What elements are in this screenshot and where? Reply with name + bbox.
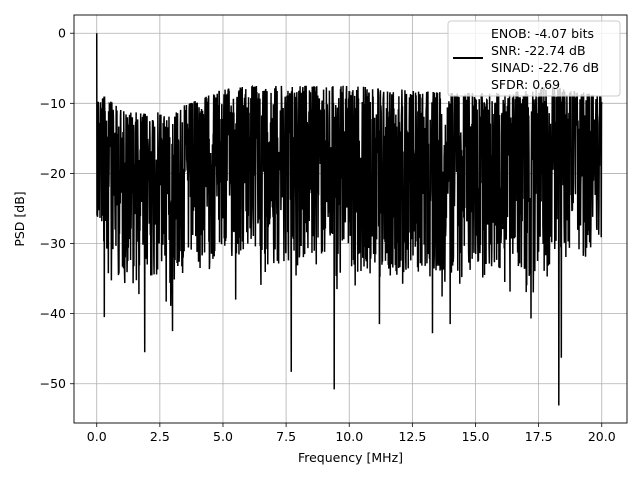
y-tick-label: −30	[40, 236, 66, 251]
legend-sinad: SINAD: -22.76 dB	[491, 60, 599, 75]
legend-snr: SNR: -22.74 dB	[491, 43, 586, 58]
x-tick-label: 12.5	[398, 429, 426, 444]
legend-enob: ENOB: -4.07 bits	[491, 26, 594, 41]
plot-frame	[73, 14, 628, 424]
x-tick-label: 5.0	[213, 429, 233, 444]
y-tick-label: −40	[40, 306, 66, 321]
x-tick-label: 0.0	[87, 429, 107, 444]
x-tick-label: 2.5	[150, 429, 170, 444]
y-tick-label: −20	[40, 166, 66, 181]
legend-sfdr: SFDR: 0.69	[491, 77, 560, 92]
x-tick-label: 17.5	[525, 429, 553, 444]
y-axis-label: PSD [dB]	[12, 191, 27, 246]
x-axis-label: Frequency [MHz]	[298, 450, 403, 465]
series-layer	[95, 33, 603, 406]
y-tick-label: −10	[40, 96, 66, 111]
legend-box	[447, 20, 621, 97]
x-tick-label: 7.5	[276, 429, 296, 444]
y-tick-label: 0	[58, 26, 66, 41]
x-tick-label: 10.0	[335, 429, 363, 444]
x-tick-label: 15.0	[462, 429, 490, 444]
y-tick-label: −50	[40, 376, 66, 391]
legend: ENOB: -4.07 bits SNR: -22.74 dB SINAD: -…	[447, 20, 621, 97]
psd-series-line	[95, 33, 603, 406]
axis-ticks: 0.0 2.5 5.0 7.5 10.0 12.5 15.0 17.5 20.0 0 −10 −20 −…	[40, 26, 616, 444]
x-tick-label: 20.0	[588, 429, 616, 444]
